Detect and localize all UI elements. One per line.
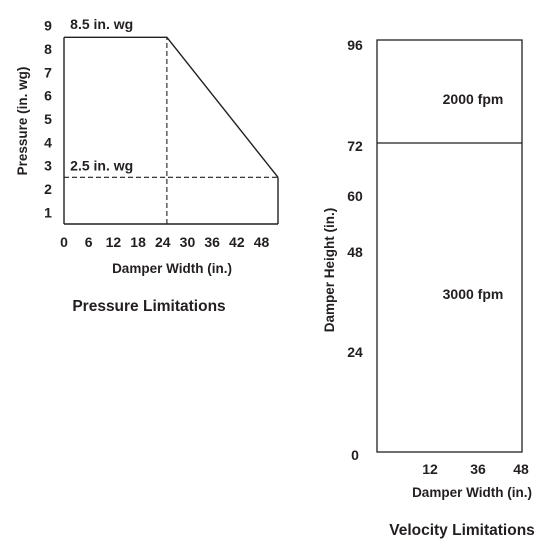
velocity-plot-frame xyxy=(376,39,523,453)
pressure-x-tick-label: 18 xyxy=(130,234,146,250)
velocity-y-tick-label: 72 xyxy=(347,138,363,154)
pressure-x-tick-label: 0 xyxy=(60,234,68,250)
velocity-y-tick-label: 48 xyxy=(347,244,363,260)
pressure-x-tick-label: 24 xyxy=(155,234,171,250)
pressure-y-tick-label: 9 xyxy=(44,18,52,34)
velocity-region-label-3000: 3000 fpm xyxy=(443,286,504,302)
velocity-x-axis-label: Damper Width (in.) xyxy=(412,485,532,500)
pressure-x-tick-label: 12 xyxy=(106,234,122,250)
velocity-x-tick-label: 36 xyxy=(470,461,486,477)
pressure-x-axis-label: Damper Width (in.) xyxy=(112,261,232,276)
pressure-x-tick-label: 6 xyxy=(85,234,93,250)
velocity-chart: 12 36 48 0 24 48 60 72 96 2000 fpm 3000 fpm Dam… xyxy=(322,37,535,539)
pressure-y-tick-label: 8 xyxy=(44,41,52,57)
velocity-y-tick-label: 96 xyxy=(347,37,363,53)
pressure-y-tick-label: 4 xyxy=(44,134,52,150)
pressure-y-tick-label: 2 xyxy=(44,181,52,197)
pressure-y-tick-label: 7 xyxy=(44,64,52,80)
velocity-y-axis-label: Damper Height (in.) xyxy=(322,208,337,333)
pressure-y-tick-label: 6 xyxy=(44,88,52,104)
pressure-annotation-high: 8.5 in. wg xyxy=(70,16,133,32)
pressure-annotation-low: 2.5 in. wg xyxy=(70,157,133,173)
pressure-y-tick-label: 3 xyxy=(44,158,52,174)
pressure-limit-line xyxy=(64,36,279,178)
pressure-y-tick-label: 5 xyxy=(44,111,52,127)
pressure-x-tick-label: 48 xyxy=(254,234,270,250)
velocity-chart-title: Velocity Limitations xyxy=(389,522,535,539)
velocity-x-tick-label: 12 xyxy=(422,461,438,477)
velocity-y-tick-label: 60 xyxy=(347,188,363,204)
pressure-x-tick-label: 36 xyxy=(204,234,220,250)
velocity-y-tick-label: 24 xyxy=(347,344,363,360)
velocity-y-tick-label: 0 xyxy=(351,447,359,463)
pressure-y-tick-label: 1 xyxy=(44,204,52,220)
pressure-chart-title: Pressure Limitations xyxy=(72,298,225,315)
pressure-x-tick-label: 30 xyxy=(180,234,196,250)
velocity-x-tick-label: 48 xyxy=(513,461,529,477)
pressure-x-tick-label: 42 xyxy=(229,234,245,250)
pressure-y-axis-label: Pressure (in. wg) xyxy=(15,67,30,176)
velocity-region-label-2000: 2000 fpm xyxy=(443,91,504,107)
